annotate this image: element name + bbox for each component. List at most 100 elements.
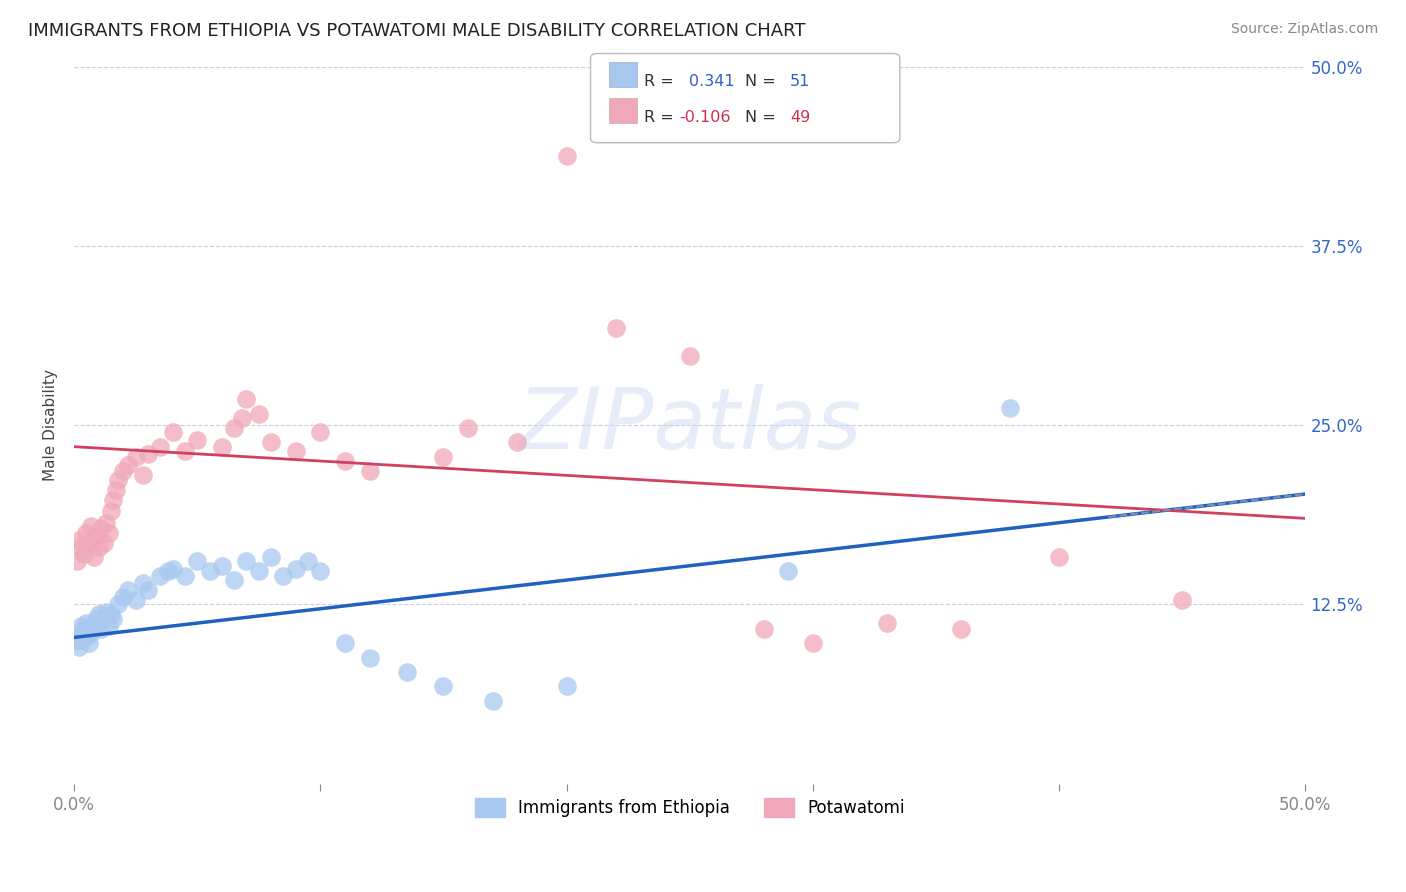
Point [309, 425, 332, 440]
Point [432, 450, 454, 464]
Point [83, 550, 105, 565]
Point [211, 440, 233, 454]
Point [231, 411, 253, 425]
Point [260, 435, 283, 450]
Point [224, 573, 246, 587]
Point [100, 607, 122, 622]
Point [70, 619, 93, 633]
Point [103, 492, 125, 507]
Point [149, 568, 172, 582]
Point [752, 622, 775, 636]
Point [432, 679, 454, 693]
Point [260, 550, 283, 565]
Point [87, 607, 110, 622]
Point [998, 401, 1021, 415]
Text: N =: N = [745, 74, 776, 89]
Text: R =: R = [644, 110, 673, 125]
Point [174, 568, 197, 582]
Point [136, 583, 159, 598]
Point [84, 612, 107, 626]
Point [284, 561, 307, 575]
Point [132, 468, 155, 483]
Text: 51: 51 [790, 74, 810, 89]
Point [198, 565, 221, 579]
Text: 49: 49 [790, 110, 810, 125]
Point [90, 622, 112, 636]
Point [247, 407, 270, 421]
Point [83, 619, 105, 633]
Point [67, 533, 90, 547]
Text: R =: R = [644, 74, 673, 89]
Point [117, 583, 139, 598]
Text: IMMIGRANTS FROM ETHIOPIA VS POTAWATOMI MALE DISABILITY CORRELATION CHART: IMMIGRANTS FROM ETHIOPIA VS POTAWATOMI M… [28, 22, 806, 40]
Point [104, 483, 127, 497]
Point [112, 591, 135, 605]
Text: -0.106: -0.106 [679, 110, 731, 125]
Point [77, 535, 100, 549]
Point [174, 444, 197, 458]
Point [75, 525, 97, 540]
Point [186, 554, 208, 568]
Point [93, 612, 115, 626]
Point [73, 626, 96, 640]
Text: 0.341: 0.341 [689, 74, 734, 89]
Point [136, 447, 159, 461]
Point [93, 535, 115, 549]
Point [297, 554, 319, 568]
Point [605, 320, 627, 334]
Point [333, 454, 356, 468]
Point [100, 504, 122, 518]
Point [235, 554, 257, 568]
Point [90, 521, 112, 535]
Point [284, 444, 307, 458]
Point [186, 433, 208, 447]
Point [94, 516, 117, 530]
Point [211, 558, 233, 573]
Point [1047, 550, 1070, 565]
Point [481, 693, 503, 707]
Point [97, 619, 120, 633]
Text: ZIPatlas: ZIPatlas [517, 384, 862, 467]
Text: Source: ZipAtlas.com: Source: ZipAtlas.com [1230, 22, 1378, 37]
Legend: Immigrants from Ethiopia, Potawatomi: Immigrants from Ethiopia, Potawatomi [467, 789, 912, 826]
Point [156, 565, 179, 579]
Point [457, 421, 479, 435]
Point [132, 576, 155, 591]
Point [75, 616, 97, 631]
Point [97, 525, 120, 540]
Point [224, 421, 246, 435]
Point [103, 612, 125, 626]
Point [84, 530, 107, 544]
Point [124, 593, 146, 607]
Point [73, 547, 96, 561]
Point [273, 568, 295, 582]
Point [162, 425, 184, 440]
Point [679, 349, 702, 363]
Point [107, 598, 129, 612]
Point [65, 554, 87, 568]
Point [801, 636, 824, 650]
Point [73, 622, 96, 636]
Point [395, 665, 418, 679]
Point [778, 565, 800, 579]
Point [67, 640, 90, 655]
Point [87, 540, 110, 554]
Point [359, 464, 381, 478]
Point [112, 464, 135, 478]
Point [65, 633, 87, 648]
Point [77, 622, 100, 636]
Point [333, 636, 356, 650]
Point [70, 540, 93, 554]
Point [235, 392, 257, 407]
Point [149, 440, 172, 454]
Point [949, 622, 972, 636]
Point [124, 450, 146, 464]
Point [555, 148, 578, 162]
Point [247, 565, 270, 579]
Point [555, 679, 578, 693]
Text: N =: N = [745, 110, 776, 125]
Point [1171, 593, 1194, 607]
Point [107, 473, 129, 487]
Point [67, 626, 90, 640]
Point [94, 605, 117, 619]
